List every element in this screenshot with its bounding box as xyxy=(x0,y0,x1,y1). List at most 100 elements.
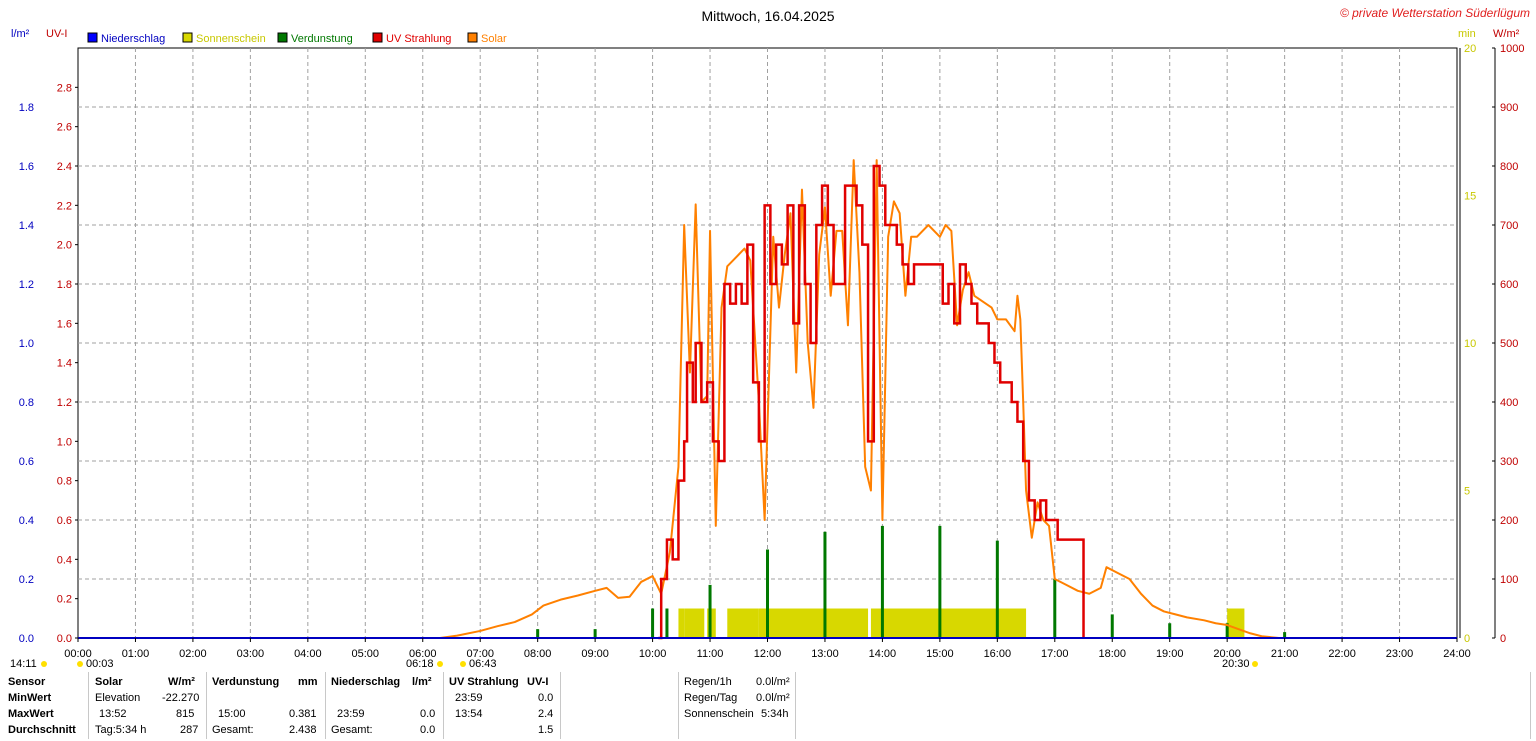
uv-tick-label: 1.0 xyxy=(57,436,72,448)
stats-uv-avg-value: 1.5 xyxy=(538,724,554,736)
evaporation-spike xyxy=(665,608,669,638)
precip-tick-label: 0.0 xyxy=(19,633,34,645)
stats-separator xyxy=(443,672,444,739)
sun-marker-dot xyxy=(1252,661,1258,667)
evaporation-spike xyxy=(766,549,769,638)
sunshine-bar xyxy=(684,608,705,638)
sun-marker-dot xyxy=(437,661,443,667)
stats-precip-max-value: 0.0 xyxy=(420,708,436,720)
evaporation-spike xyxy=(880,525,884,638)
chart-title: Mittwoch, 16.04.2025 xyxy=(701,8,834,24)
legend-label: Solar xyxy=(481,33,507,45)
stats-precip-total-value: 0.0 xyxy=(420,724,436,736)
stats-header-evap: Verdunstung xyxy=(212,676,280,688)
summary-rain-day-value: 0.0l/m² xyxy=(756,692,790,704)
stats-evap-max-time: 15:00 xyxy=(218,708,246,720)
solar-tick-label: 1000 xyxy=(1500,43,1524,55)
uv-tick-label: 0.6 xyxy=(57,515,72,527)
time-marker-label: 14:11 xyxy=(10,658,37,670)
weather-chart: 0.0 0.2 0.4 0.6 0.8 1.0 1.2 1.4 1.6 1.8 0.0 0.2 0.4 0… xyxy=(10,6,1530,670)
solar-tick-label: 900 xyxy=(1500,102,1518,114)
legend-swatch xyxy=(277,32,288,43)
stats-row-max-label: MaxWert xyxy=(8,708,54,720)
legend-label: Niederschlag xyxy=(101,33,165,45)
sunshine-bar xyxy=(758,608,869,638)
uv-tick-label: 2.6 xyxy=(57,122,72,134)
stats-solar-min-time: Elevation xyxy=(95,692,141,704)
legend-label: Sonnenschein xyxy=(196,33,266,45)
summary-sunshine-label: Sonnenschein xyxy=(684,708,754,720)
x-tick-label: 18:00 xyxy=(1098,648,1126,660)
legend-label: UV Strahlung xyxy=(386,33,451,45)
precip-tick-label: 0.2 xyxy=(19,574,34,586)
x-tick-label: 06:00 xyxy=(409,648,437,660)
x-tick-label: 01:00 xyxy=(122,648,150,660)
evaporation-spike xyxy=(593,629,597,638)
uv-tick-label: 1.6 xyxy=(57,318,72,330)
time-marker-label: 00:03 xyxy=(86,658,114,670)
x-tick-label: 07:00 xyxy=(466,648,494,660)
precip-tick-label: 1.0 xyxy=(19,338,34,350)
x-tick-label: 15:00 xyxy=(926,648,954,660)
x-tick-label: 17:00 xyxy=(1041,648,1069,660)
sunshine-bar xyxy=(1227,608,1245,638)
stats-uv-min-time: 23:59 xyxy=(455,692,483,704)
stats-table: Sensor MinWert MaxWert Durchschnitt Sola… xyxy=(0,672,1536,741)
uv-tick-label: 1.8 xyxy=(57,279,72,291)
solar-axis-unit: W/m² xyxy=(1493,28,1520,40)
stats-solar-avg-time: Tag:5:34 h xyxy=(95,724,147,736)
sunshine-tick-label: 0 xyxy=(1464,633,1470,645)
solar-tick-label: 400 xyxy=(1500,397,1518,409)
legend-swatch xyxy=(182,32,193,43)
solar-tick-label: 500 xyxy=(1500,338,1518,350)
precip-tick-label: 1.6 xyxy=(19,161,34,173)
precip-tick-label: 1.8 xyxy=(19,102,34,114)
solar-tick-label: 700 xyxy=(1500,220,1518,232)
stats-uv-max-time: 13:54 xyxy=(455,708,483,720)
evaporation-spike xyxy=(823,531,827,638)
stats-solar-max-time: 13:52 xyxy=(99,708,127,720)
legend-label: Verdunstung xyxy=(291,33,353,45)
evaporation-spike xyxy=(995,540,999,638)
stats-header-evap-unit: mm xyxy=(298,676,318,688)
x-tick-label: 14:00 xyxy=(869,648,897,660)
sunshine-bar xyxy=(870,608,1027,638)
uv-tick-label: 2.0 xyxy=(57,240,72,252)
evaporation-spike xyxy=(1168,623,1172,638)
stats-uv-min-value: 0.0 xyxy=(538,692,554,704)
x-tick-label: 02:00 xyxy=(179,648,207,660)
x-tick-label: 24:00 xyxy=(1443,648,1471,660)
legend-swatch xyxy=(87,32,98,43)
stats-precip-max-time: 23:59 xyxy=(337,708,365,720)
sun-marker-dot xyxy=(41,661,47,667)
stats-solar-min-value: -22.270 xyxy=(162,692,200,704)
x-tick-label: 12:00 xyxy=(754,648,782,660)
evaporation-spike xyxy=(1283,632,1287,638)
uv-tick-label: 0.2 xyxy=(57,594,72,606)
sunset-label: 20:30 xyxy=(1222,658,1250,670)
stats-separator xyxy=(206,672,207,739)
solar-tick-label: 800 xyxy=(1500,161,1518,173)
uv-tick-label: 2.8 xyxy=(57,82,72,94)
precip-tick-label: 0.4 xyxy=(19,515,34,527)
precip-tick-label: 1.4 xyxy=(19,220,34,232)
uv-tick-label: 2.4 xyxy=(57,161,72,173)
stats-uv-max-value: 2.4 xyxy=(538,708,554,720)
precip-tick-label: 1.2 xyxy=(19,279,34,291)
solar-tick-label: 0 xyxy=(1500,633,1506,645)
x-tick-label: 04:00 xyxy=(294,648,322,660)
stats-row-avg-label: Durchschnitt xyxy=(8,724,76,736)
copyright-label: © private Wetterstation Süderlügum xyxy=(1340,6,1530,20)
sunrise-label: 06:18 xyxy=(406,658,434,670)
stats-separator xyxy=(325,672,326,739)
x-tick-label: 16:00 xyxy=(984,648,1012,660)
stats-separator xyxy=(795,672,796,739)
uv-tick-label: 0.4 xyxy=(57,554,72,566)
evaporation-spike xyxy=(651,608,655,638)
evaporation-spike xyxy=(708,584,712,638)
uv-tick-label: 0.0 xyxy=(57,633,72,645)
stats-header-uv-unit: UV-I xyxy=(527,676,549,688)
x-tick-label: 00:00 xyxy=(64,648,92,660)
x-tick-label: 08:00 xyxy=(524,648,552,660)
solar-tick-label: 200 xyxy=(1500,515,1518,527)
